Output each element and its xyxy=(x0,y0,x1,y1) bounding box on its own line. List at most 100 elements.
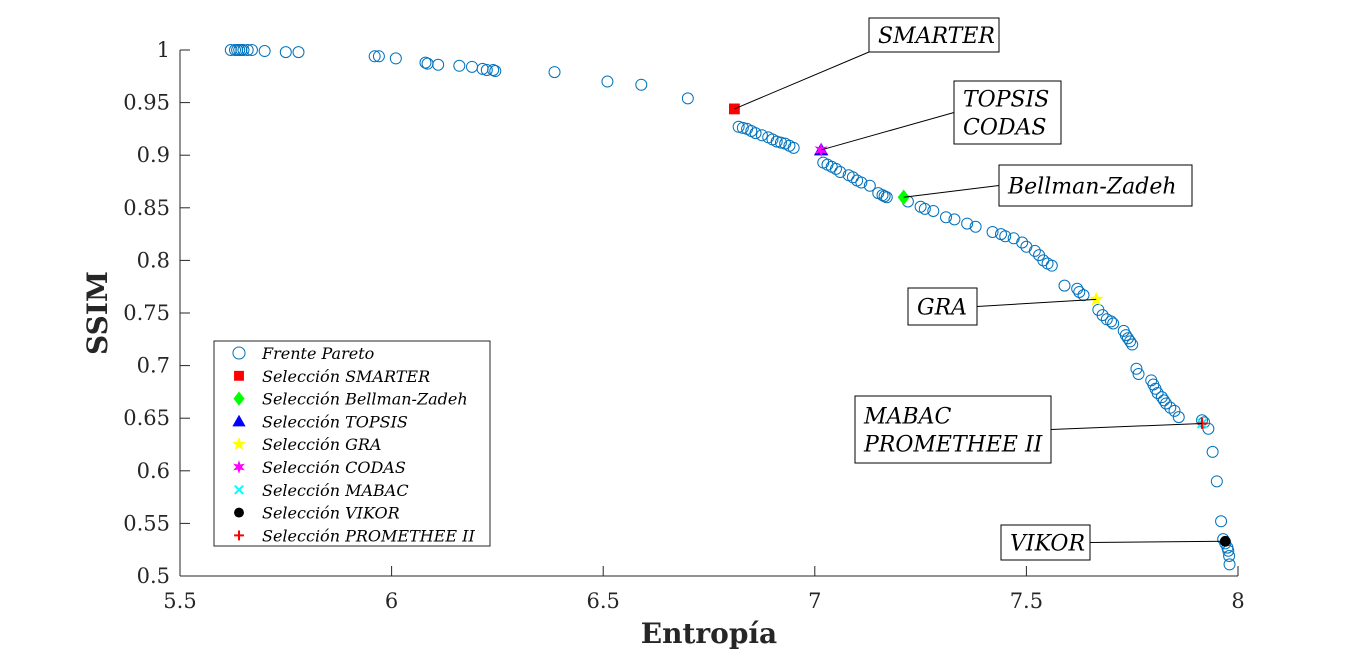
x-tick-label: 7.5 xyxy=(1010,589,1043,613)
pareto-point xyxy=(368,50,381,63)
pareto-point xyxy=(749,127,762,140)
pareto-point xyxy=(1157,394,1170,407)
selection-point xyxy=(1088,291,1104,306)
x-axis-title: Entropía xyxy=(641,617,777,650)
pareto-point xyxy=(548,66,561,79)
legend-label: Selección GRA xyxy=(262,435,381,454)
legend-label: Selección Bellman-Zadeh xyxy=(262,390,468,409)
pareto-point xyxy=(939,211,952,224)
x-tick-label: 6.5 xyxy=(586,589,619,613)
annotation-label: SMARTER xyxy=(878,24,995,49)
pareto-point xyxy=(1124,335,1137,348)
pareto-point xyxy=(487,63,500,76)
legend-marker xyxy=(232,437,246,450)
pareto-point xyxy=(292,46,305,59)
pareto-point xyxy=(1223,550,1236,563)
pareto-point xyxy=(855,176,868,189)
y-tick-label: 0.8 xyxy=(137,248,170,272)
legend-marker xyxy=(232,346,246,360)
legend-marker xyxy=(234,484,244,495)
pareto-point xyxy=(986,225,999,238)
pareto-point xyxy=(1105,315,1118,328)
pareto-point xyxy=(258,45,271,58)
data-points xyxy=(224,44,1236,571)
pareto-point xyxy=(453,59,466,72)
pareto-point xyxy=(1073,285,1086,298)
pareto-point xyxy=(372,50,385,63)
pareto-point xyxy=(1096,309,1109,322)
pareto-point xyxy=(1107,317,1120,330)
annotation-box xyxy=(953,80,1062,145)
legend: Frente Pareto Selección SMARTER Selección … xyxy=(213,340,491,547)
annotation-box xyxy=(907,287,978,326)
pareto-point xyxy=(1198,416,1211,429)
y-tick-label: 0.7 xyxy=(137,354,170,378)
pareto-point xyxy=(419,56,432,69)
x-tick-label: 7 xyxy=(808,589,821,613)
pareto-point xyxy=(237,44,250,56)
selection-point xyxy=(1219,535,1231,547)
legend-label: Selección CODAS xyxy=(262,458,406,477)
pareto-point xyxy=(480,63,493,76)
pareto-point xyxy=(1210,475,1223,488)
pareto-point xyxy=(770,135,783,148)
pareto-point xyxy=(1071,282,1084,295)
pareto-point xyxy=(829,162,842,175)
pareto-point xyxy=(681,92,694,105)
pareto-point xyxy=(961,217,974,230)
pareto-point xyxy=(880,191,893,204)
pareto-point xyxy=(1028,244,1041,257)
pareto-point xyxy=(1045,259,1058,272)
legend-label: Selección TOPSIS xyxy=(262,412,408,431)
pareto-point xyxy=(245,44,258,56)
pareto-point xyxy=(489,65,502,78)
legend-marker xyxy=(234,507,244,518)
pareto-point xyxy=(863,179,876,192)
pareto-point xyxy=(1126,338,1139,351)
legend-label: Frente Pareto xyxy=(261,344,374,363)
pareto-point xyxy=(279,46,292,59)
pareto-point xyxy=(1037,254,1050,267)
legend-label: Selección MABAC xyxy=(262,481,409,500)
y-axis-ticks: 0.5 0.55 0.6 0.65 0.7 0.75 0.8 0.85 0.9 0.95 1 xyxy=(123,38,190,588)
y-tick-label: 0.55 xyxy=(123,511,170,535)
pareto-point xyxy=(1160,397,1173,410)
pareto-point xyxy=(999,230,1012,243)
y-tick-label: 0.75 xyxy=(123,301,170,325)
annotation-label: MABAC xyxy=(863,405,951,430)
pareto-point xyxy=(1155,391,1168,404)
pareto-point xyxy=(755,129,768,142)
pareto-point xyxy=(1206,445,1219,458)
annotations: SMARTER TOPSIS CODAS Bellman-Zadeh GRA MABAC P… xyxy=(734,17,1226,561)
pareto-point xyxy=(635,78,648,91)
x-tick-label: 6 xyxy=(385,589,398,613)
annotation-label: CODAS xyxy=(963,116,1046,141)
legend-marker xyxy=(232,414,246,427)
pareto-point xyxy=(1016,236,1029,249)
annotation-label: VIKOR xyxy=(1010,532,1085,557)
annotation-label: GRA xyxy=(917,296,967,321)
pareto-point xyxy=(834,166,847,179)
pareto-point xyxy=(1164,401,1177,414)
annotation-label: PROMETHEE II xyxy=(863,433,1044,458)
pareto-point xyxy=(1151,386,1164,399)
annotation-leader-line xyxy=(1050,422,1203,430)
pareto-point xyxy=(1132,368,1145,381)
pareto-point xyxy=(969,220,982,233)
pareto-point xyxy=(389,52,402,65)
pareto-point xyxy=(1223,558,1236,571)
annotation-leader-line xyxy=(1089,540,1226,543)
y-axis-title: SSIM xyxy=(81,271,114,355)
pareto-point xyxy=(1130,362,1143,375)
pareto-point xyxy=(927,204,940,217)
pareto-point xyxy=(918,202,931,215)
x-axis-ticks: 5.5 6 6.5 7 7.5 8 xyxy=(163,566,1245,613)
pareto-point xyxy=(1077,289,1090,302)
pareto-point xyxy=(1172,411,1185,424)
selection-point xyxy=(728,103,740,115)
legend-marker xyxy=(234,370,244,381)
y-tick-label: 0.6 xyxy=(137,459,170,483)
y-tick-label: 0.65 xyxy=(123,406,170,430)
annotation-box xyxy=(998,164,1193,207)
